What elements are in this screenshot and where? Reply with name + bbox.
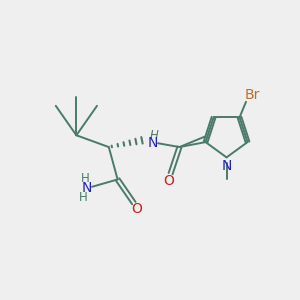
- Text: N: N: [148, 136, 158, 150]
- Text: N: N: [221, 159, 232, 173]
- Text: N: N: [82, 181, 92, 195]
- Text: H: H: [81, 172, 90, 185]
- Text: O: O: [164, 174, 175, 188]
- Text: O: O: [131, 202, 142, 216]
- Text: H: H: [149, 129, 158, 142]
- Text: H: H: [80, 191, 88, 204]
- Text: Br: Br: [244, 88, 260, 102]
